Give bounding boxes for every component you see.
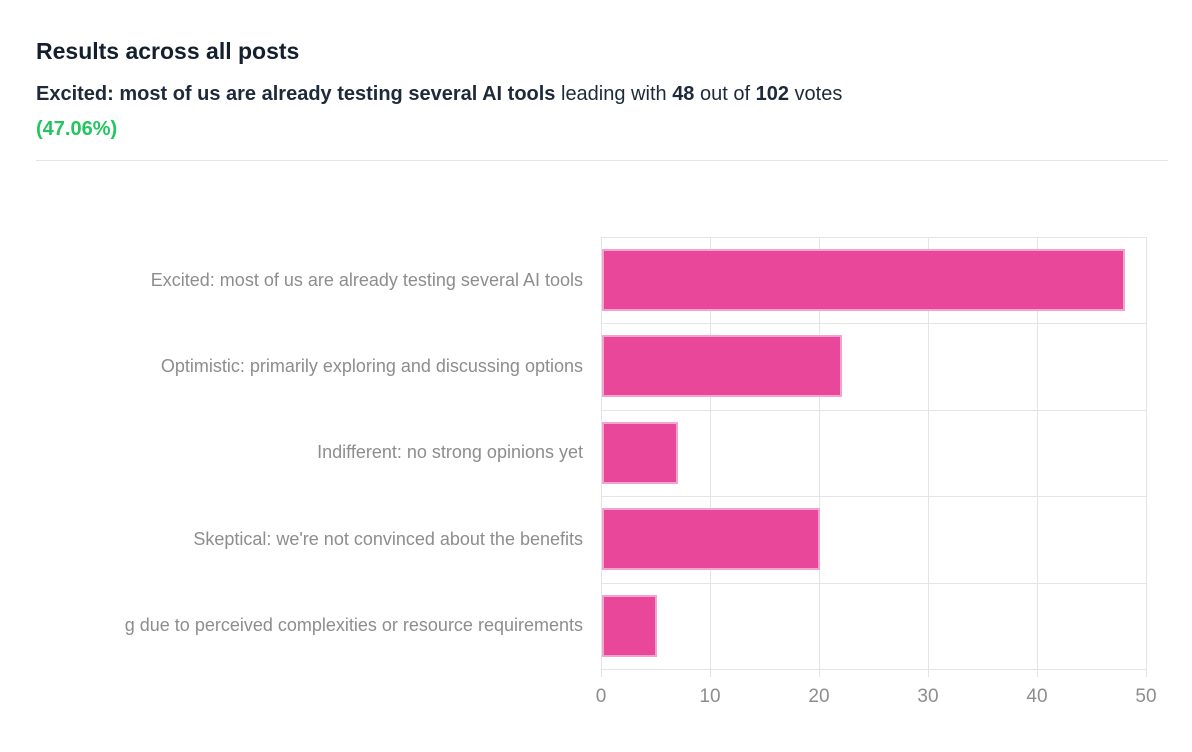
bar[interactable] — [602, 249, 1126, 311]
gridline-v — [601, 237, 602, 677]
gridline-h — [601, 496, 1146, 498]
category-label: Excited: most of us are already testing … — [150, 269, 583, 290]
category-label: g due to perceived complexities or resou… — [124, 615, 583, 636]
leading-votes-count: 48 — [672, 82, 695, 105]
x-tick-label: 40 — [1026, 686, 1048, 707]
gridline-h — [601, 669, 1146, 670]
category-label: Optimistic: primarily exploring and disc… — [160, 356, 583, 377]
gridline-h — [601, 582, 1146, 584]
page-title: Results across all posts — [36, 38, 300, 64]
bar[interactable] — [602, 335, 842, 398]
gridline-h — [601, 323, 1146, 325]
header-divider — [36, 160, 1168, 161]
gridline-v — [819, 237, 820, 677]
gridline-h — [601, 409, 1146, 411]
x-tick-label: 10 — [699, 686, 721, 707]
results-summary: Excited: most of us are already testing … — [36, 77, 1136, 147]
summary-text-2: out of — [694, 82, 756, 105]
poll-bar-chart: 0 10 20 30 40 50 Excited: most of us are alrea… — [0, 237, 1192, 717]
results-header: Results across all posts Excited: most o… — [36, 38, 1168, 147]
bar[interactable] — [602, 421, 679, 484]
leading-percentage: (47.06%) — [36, 117, 118, 140]
leading-option-text: Excited: most of us are already testing … — [36, 82, 556, 105]
bar[interactable] — [602, 594, 657, 657]
summary-text-1: leading with — [555, 82, 673, 105]
summary-text-3: votes — [788, 82, 843, 105]
x-tick-label: 0 — [595, 686, 607, 707]
x-tick-label: 30 — [917, 686, 939, 707]
bar[interactable] — [602, 508, 820, 571]
gridline-v — [1146, 237, 1147, 677]
category-label: Skeptical: we're not convinced about the… — [193, 528, 583, 549]
total-votes-count: 102 — [755, 82, 789, 105]
x-tick-label: 20 — [808, 686, 830, 707]
gridline-v — [1037, 237, 1038, 677]
gridline-v — [928, 237, 929, 677]
gridline-h — [601, 237, 1146, 238]
category-label: Indifferent: no strong opinions yet — [317, 442, 583, 463]
gridline-v — [710, 237, 711, 677]
x-tick-label: 50 — [1135, 686, 1157, 707]
